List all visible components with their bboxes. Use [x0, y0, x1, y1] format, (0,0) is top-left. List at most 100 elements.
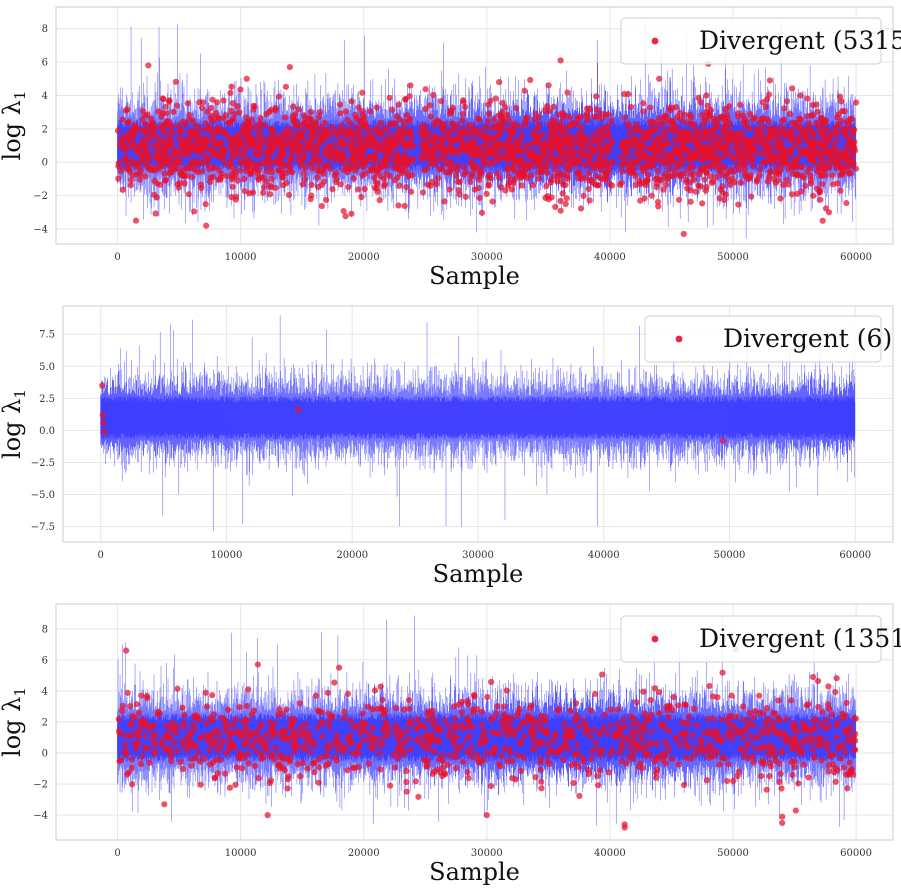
divergent-point — [272, 158, 279, 165]
divergent-point — [395, 138, 403, 145]
divergent-point — [465, 128, 472, 135]
divergent-point — [257, 114, 264, 122]
divergent-point — [604, 730, 611, 737]
divergent-point — [387, 782, 394, 789]
divergent-point — [832, 689, 839, 696]
divergent-point — [710, 140, 717, 147]
divergent-point — [767, 763, 775, 770]
divergent-point — [316, 108, 324, 116]
divergent-point — [639, 136, 647, 143]
divergent-point — [245, 686, 252, 693]
divergent-point — [454, 134, 461, 141]
divergent-point — [321, 163, 328, 171]
divergent-point — [336, 101, 344, 108]
divergent-point — [440, 152, 447, 160]
divergent-point — [593, 137, 600, 144]
divergent-point — [819, 180, 826, 188]
divergent-point — [809, 746, 816, 753]
divergent-point — [286, 164, 294, 171]
divergent-point — [258, 720, 265, 728]
divergent-point — [117, 757, 125, 764]
divergent-point — [139, 107, 146, 115]
divergent-point — [193, 122, 200, 130]
divergent-point — [681, 170, 688, 177]
divergent-point — [725, 721, 732, 728]
divergent-point — [588, 176, 595, 184]
divergent-point — [789, 722, 797, 729]
divergent-point — [616, 749, 623, 757]
legend-marker — [651, 37, 659, 45]
divergent-point — [204, 108, 211, 115]
divergent-point — [837, 755, 845, 762]
divergent-point — [454, 162, 461, 169]
divergent-point — [823, 716, 830, 723]
divergent-point — [439, 121, 447, 128]
divergent-point — [618, 739, 625, 747]
divergent-point — [530, 156, 537, 163]
divergent-point — [517, 768, 524, 775]
divergent-point — [487, 678, 495, 686]
divergent-point — [326, 724, 333, 731]
divergent-point — [681, 118, 688, 125]
divergent-point — [459, 110, 467, 118]
divergent-point — [537, 766, 544, 774]
divergent-point — [214, 770, 221, 777]
divergent-point — [511, 120, 518, 127]
divergent-point — [197, 734, 204, 741]
divergent-point — [656, 710, 663, 717]
divergent-point — [709, 146, 716, 153]
divergent-point — [656, 75, 663, 82]
divergent-point — [640, 688, 647, 695]
divergent-point — [610, 732, 617, 740]
divergent-point — [492, 141, 500, 148]
divergent-point — [337, 110, 344, 117]
divergent-point — [644, 172, 652, 179]
divergent-point — [442, 160, 449, 167]
divergent-point — [395, 101, 402, 108]
divergent-point — [204, 139, 211, 146]
divergent-point — [763, 116, 770, 123]
divergent-point — [455, 187, 462, 194]
divergent-point — [203, 222, 210, 229]
divergent-point — [169, 142, 176, 149]
divergent-point — [161, 170, 168, 177]
divergent-point — [805, 120, 812, 127]
divergent-point — [378, 119, 385, 126]
divergent-point — [381, 127, 389, 134]
x-tick-label: 60000 — [839, 550, 871, 561]
divergent-point — [653, 774, 660, 781]
divergent-point — [356, 132, 363, 139]
divergent-point — [312, 141, 319, 149]
divergent-point — [786, 110, 793, 117]
y-tick-label: −2 — [33, 191, 48, 202]
divergent-point — [447, 159, 454, 166]
divergent-point — [568, 762, 575, 769]
divergent-point — [566, 122, 573, 129]
divergent-point — [516, 740, 523, 747]
divergent-point — [305, 122, 312, 129]
divergent-point — [272, 744, 279, 751]
divergent-point — [423, 142, 430, 149]
x-tick-label: 10000 — [225, 848, 257, 859]
divergent-point — [766, 773, 773, 780]
divergent-point — [403, 767, 410, 775]
divergent-point — [288, 169, 296, 176]
x-tick-label: 10000 — [211, 550, 243, 561]
divergent-point — [239, 729, 247, 736]
divergent-point — [531, 138, 539, 145]
divergent-point — [344, 767, 351, 774]
divergent-point — [699, 200, 706, 207]
divergent-point — [228, 741, 235, 749]
divergent-point — [460, 98, 467, 106]
divergent-point — [747, 733, 754, 740]
divergent-point — [580, 717, 587, 724]
divergent-point — [648, 711, 655, 718]
divergent-point — [807, 180, 815, 187]
divergent-point — [572, 700, 580, 707]
divergent-point — [474, 751, 481, 758]
divergent-point — [297, 162, 305, 169]
divergent-point — [144, 156, 152, 163]
divergent-point — [617, 726, 625, 733]
divergent-point — [452, 764, 460, 772]
divergent-point — [455, 178, 462, 185]
